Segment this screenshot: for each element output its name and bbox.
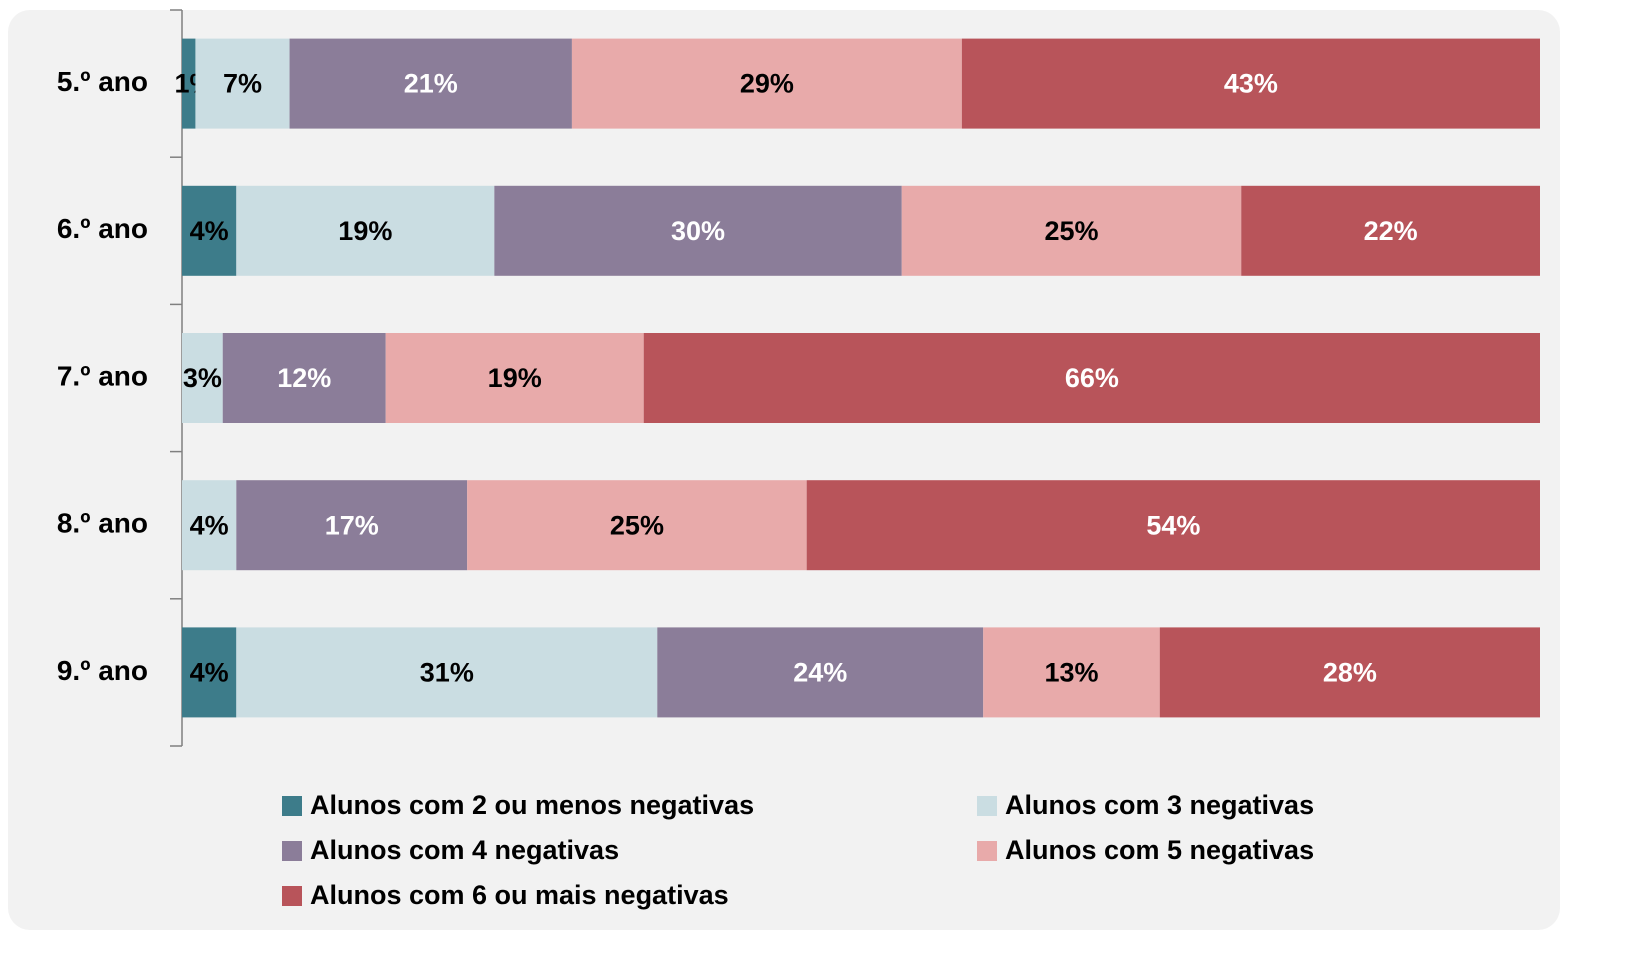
bar-segment <box>182 333 223 423</box>
value-label: 43% <box>1224 69 1278 99</box>
legend-label: Alunos com 2 ou menos negativas <box>310 790 754 820</box>
bar-segment <box>494 185 902 276</box>
bar-segment <box>182 38 196 129</box>
bar-segment <box>467 480 807 571</box>
legend-swatch <box>977 796 997 816</box>
category-label: 6.º ano <box>57 213 148 244</box>
value-label: 24% <box>793 658 847 688</box>
bar-segment <box>182 185 237 276</box>
legend-swatch <box>282 886 302 906</box>
legend-label: Alunos com 5 negativas <box>1005 835 1314 865</box>
value-label: 4% <box>190 510 229 540</box>
value-label: 31% <box>420 658 474 688</box>
value-label: 22% <box>1364 216 1418 246</box>
category-label: 9.º ano <box>57 655 148 686</box>
legend-swatch <box>282 796 302 816</box>
bar-segment <box>1159 627 1540 718</box>
bar-segment <box>657 627 984 718</box>
bar-segment <box>236 627 658 718</box>
bar-segment <box>1241 185 1540 276</box>
bar-segment <box>236 185 495 276</box>
legend-swatch <box>977 841 997 861</box>
chart-background <box>8 10 1560 930</box>
legend-swatch <box>282 841 302 861</box>
legend-label: Alunos com 6 ou mais negativas <box>310 880 729 910</box>
value-label: 54% <box>1146 510 1200 540</box>
category-label: 7.º ano <box>57 360 148 391</box>
value-label: 25% <box>610 510 664 540</box>
legend-label: Alunos com 4 negativas <box>310 835 619 865</box>
value-label: 66% <box>1065 363 1119 393</box>
bar-segment <box>236 480 468 571</box>
bar-segment <box>182 480 237 571</box>
value-label: 21% <box>404 69 458 99</box>
value-label: 7% <box>223 69 262 99</box>
value-label: 12% <box>277 363 331 393</box>
category-label: 5.º ano <box>57 66 148 97</box>
bar-segment <box>961 38 1540 129</box>
value-label: 25% <box>1044 216 1098 246</box>
value-label: 4% <box>190 216 229 246</box>
bar-segment <box>901 185 1242 276</box>
value-label: 4% <box>190 658 229 688</box>
bar-segment <box>222 333 386 423</box>
bar-segment <box>182 627 237 718</box>
bar-segment <box>385 333 644 423</box>
bar-segment <box>983 627 1160 718</box>
value-label: 17% <box>325 510 379 540</box>
bar-segment <box>806 480 1540 571</box>
value-label: 28% <box>1323 658 1377 688</box>
bar-segment <box>195 38 290 129</box>
value-label: 3% <box>183 363 222 393</box>
value-label: 19% <box>488 363 542 393</box>
legend-label: Alunos com 3 negativas <box>1005 790 1314 820</box>
bar-segment <box>643 333 1540 423</box>
value-label: 29% <box>740 69 794 99</box>
value-label: 30% <box>671 216 725 246</box>
bar-segment <box>571 38 962 129</box>
category-label: 8.º ano <box>57 508 148 539</box>
value-label: 19% <box>338 216 392 246</box>
bar-segment <box>289 38 572 129</box>
value-label: 13% <box>1044 658 1098 688</box>
